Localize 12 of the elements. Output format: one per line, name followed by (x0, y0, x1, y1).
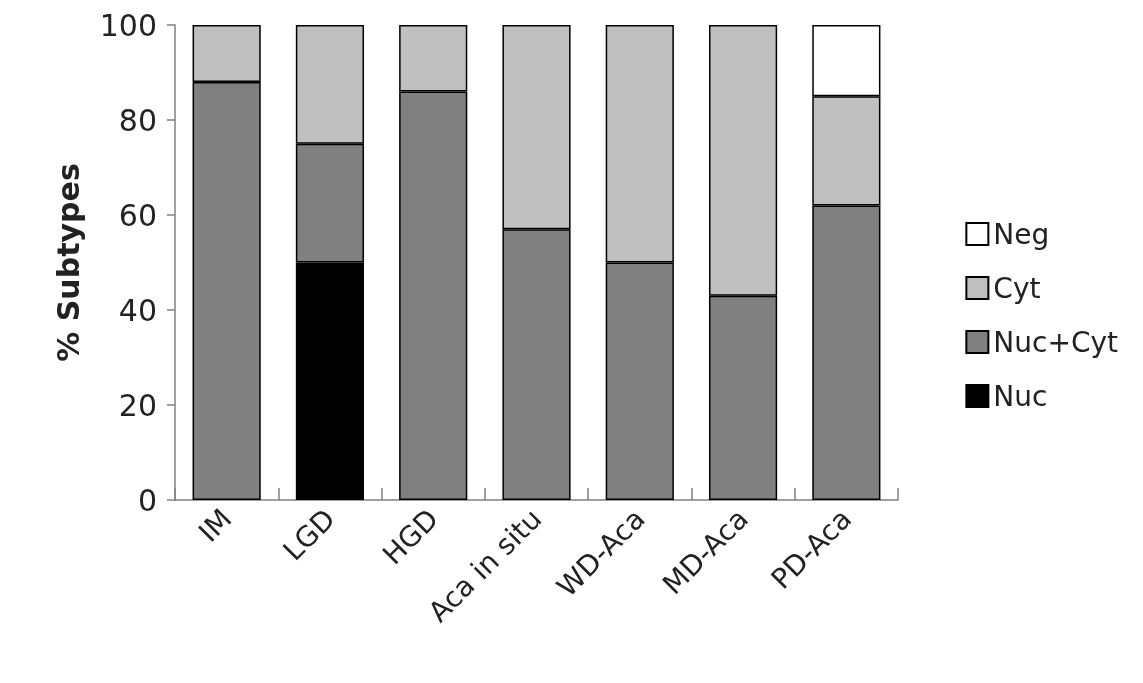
x-tick-label: IM (192, 502, 239, 549)
y-tick-label: 60 (118, 197, 157, 233)
legend-label: Cyt (993, 271, 1041, 305)
y-tick-label: 100 (99, 7, 157, 43)
y-tick-label: 40 (118, 292, 157, 328)
legend-label: Nuc+Cyt (993, 325, 1119, 359)
y-axis-title: % Subtypes (50, 163, 86, 362)
legend-label: Nuc (993, 379, 1048, 413)
legend-label: Neg (993, 217, 1050, 251)
y-tick-label: 80 (118, 102, 157, 138)
y-tick-label: 20 (118, 387, 157, 423)
y-tick-label: 0 (137, 482, 157, 518)
